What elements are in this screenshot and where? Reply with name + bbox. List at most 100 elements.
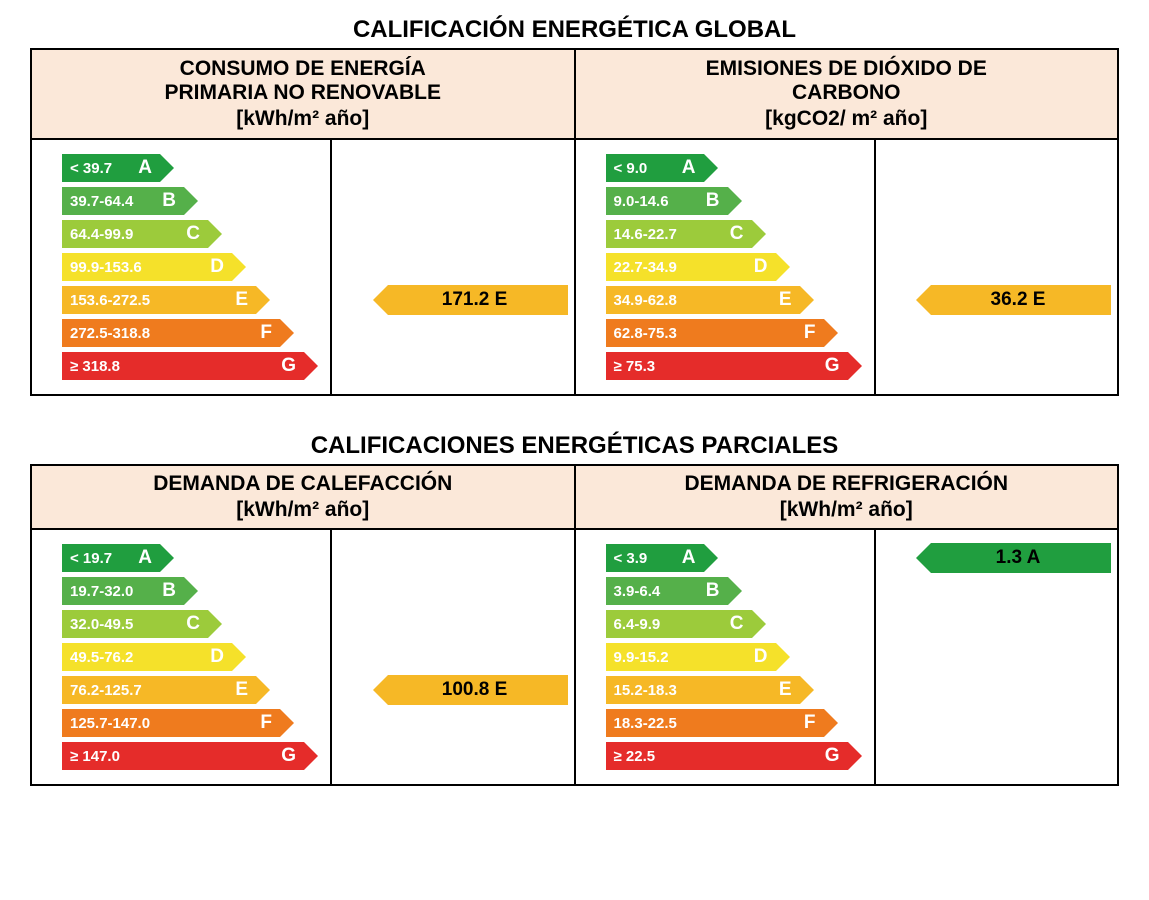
- rating-bar-c: 6.4-9.9C: [606, 610, 752, 638]
- rating-letter: F: [260, 322, 272, 344]
- panel-body: < 9.0A9.0-14.6B14.6-22.7C22.7-34.9D34.9-…: [576, 140, 1118, 394]
- panel-unit: [kWh/m² año]: [40, 498, 566, 522]
- rating-range: ≥ 147.0: [70, 748, 304, 765]
- panel-title-line: DEMANDA DE CALEFACCIÓN: [40, 472, 566, 496]
- rating-letter: B: [162, 580, 176, 602]
- rating-letter: A: [138, 547, 152, 569]
- rating-bar-g: ≥ 75.3G: [606, 352, 848, 380]
- section-title: CALIFICACIÓN ENERGÉTICA GLOBAL: [30, 16, 1119, 44]
- rating-letter: D: [754, 646, 768, 668]
- rating-bar-c: 32.0-49.5C: [62, 610, 208, 638]
- rating-bar-row: 125.7-147.0F: [62, 709, 320, 737]
- rating-bar-a: < 19.7A: [62, 544, 160, 572]
- result-value: 1.3 A: [996, 547, 1041, 569]
- rating-letter: E: [779, 679, 792, 701]
- panel: CONSUMO DE ENERGÍAPRIMARIA NO RENOVABLE[…: [32, 50, 576, 394]
- rating-range: ≥ 75.3: [614, 358, 848, 375]
- rating-letter: G: [281, 745, 296, 767]
- rating-bar-d: 9.9-15.2D: [606, 643, 776, 671]
- rating-bar-row: 76.2-125.7E: [62, 676, 320, 704]
- panel: DEMANDA DE CALEFACCIÓN[kWh/m² año] < 19.7…: [32, 466, 576, 784]
- panel-header: DEMANDA DE REFRIGERACIÓN[kWh/m² año]: [576, 466, 1118, 530]
- panel-body: < 3.9A 3.9-6.4B 6.4-9.9C 9.9-15.2D 15.2-18.3…: [576, 530, 1118, 784]
- rating-bar-row: 19.7-32.0B: [62, 577, 320, 605]
- rating-letter: E: [235, 289, 248, 311]
- panel-header: DEMANDA DE CALEFACCIÓN[kWh/m² año]: [32, 466, 574, 530]
- rating-bar-g: ≥ 147.0G: [62, 742, 304, 770]
- rating-bars: < 19.7A 19.7-32.0B 32.0-49.5C 49.5-76.2D 76.…: [62, 544, 320, 770]
- rating-bar-row: 18.3-22.5F: [606, 709, 864, 737]
- rating-range: 15.2-18.3: [614, 682, 800, 699]
- rating-bar-row: < 39.7A: [62, 154, 320, 182]
- rating-bars: < 3.9A 3.9-6.4B 6.4-9.9C 9.9-15.2D 15.2-18.3…: [606, 544, 864, 770]
- rating-bar-row: 62.8-75.3F: [606, 319, 864, 347]
- rating-letter: A: [682, 157, 696, 179]
- rating-bars: < 39.7A 39.7-64.4B 64.4-99.9C 99.9-153.6D 15…: [62, 154, 320, 380]
- rating-bar-g: ≥ 318.8G: [62, 352, 304, 380]
- rating-bar-row: 64.4-99.9C: [62, 220, 320, 248]
- rating-bar-row: 39.7-64.4B: [62, 187, 320, 215]
- rating-letter: E: [779, 289, 792, 311]
- panel-unit: [kWh/m² año]: [40, 107, 566, 131]
- rating-bar-f: 62.8-75.3F: [606, 319, 824, 347]
- panel: DEMANDA DE REFRIGERACIÓN[kWh/m² año] < 3.…: [576, 466, 1118, 784]
- rating-bar-a: < 39.7A: [62, 154, 160, 182]
- panel-title-line: DEMANDA DE REFRIGERACIÓN: [584, 472, 1110, 496]
- rating-bar-e: 76.2-125.7E: [62, 676, 256, 704]
- rating-bar-f: 18.3-22.5F: [606, 709, 824, 737]
- rating-letter: B: [706, 580, 720, 602]
- rating-range: 125.7-147.0: [70, 715, 280, 732]
- rating-bar-b: 3.9-6.4B: [606, 577, 728, 605]
- rating-bar-row: 49.5-76.2D: [62, 643, 320, 671]
- panel-title-line: CARBONO: [584, 81, 1110, 105]
- result-value: 36.2 E: [991, 289, 1046, 311]
- rating-letter: A: [682, 547, 696, 569]
- rating-range: ≥ 318.8: [70, 358, 304, 375]
- rating-scale: < 19.7A 19.7-32.0B 32.0-49.5C 49.5-76.2D 76.…: [32, 530, 332, 784]
- rating-range: ≥ 22.5: [614, 748, 848, 765]
- rating-letter: G: [825, 745, 840, 767]
- rating-bar-row: < 19.7A: [62, 544, 320, 572]
- panel-header: CONSUMO DE ENERGÍAPRIMARIA NO RENOVABLE[…: [32, 50, 574, 140]
- rating-letter: D: [210, 256, 224, 278]
- rating-bar-row: 153.6-272.5E: [62, 286, 320, 314]
- panel-title-line: EMISIONES DE DIÓXIDO DE: [584, 57, 1110, 81]
- rating-bar-d: 22.7-34.9D: [606, 253, 776, 281]
- rating-bar-row: ≥ 147.0G: [62, 742, 320, 770]
- section-spacer: [30, 396, 1119, 426]
- panel-grid: CONSUMO DE ENERGÍAPRIMARIA NO RENOVABLE[…: [30, 48, 1119, 396]
- rating-letter: B: [162, 190, 176, 212]
- rating-letter: F: [804, 322, 816, 344]
- rating-bar-f: 272.5-318.8F: [62, 319, 280, 347]
- rating-scale: < 3.9A 3.9-6.4B 6.4-9.9C 9.9-15.2D 15.2-18.3…: [576, 530, 876, 784]
- rating-bar-d: 99.9-153.6D: [62, 253, 232, 281]
- rating-bar-f: 125.7-147.0F: [62, 709, 280, 737]
- panel-title-line: CONSUMO DE ENERGÍA: [40, 57, 566, 81]
- rating-letter: C: [730, 613, 744, 635]
- result-value: 100.8 E: [442, 679, 508, 701]
- rating-bar-b: 39.7-64.4B: [62, 187, 184, 215]
- rating-bar-row: 6.4-9.9C: [606, 610, 864, 638]
- rating-bar-g: ≥ 22.5G: [606, 742, 848, 770]
- panel-grid: DEMANDA DE CALEFACCIÓN[kWh/m² año] < 19.7…: [30, 464, 1119, 786]
- rating-letter: C: [186, 613, 200, 635]
- rating-bar-row: < 9.0A: [606, 154, 864, 182]
- result-value: 171.2 E: [442, 289, 508, 311]
- rating-bar-row: 14.6-22.7C: [606, 220, 864, 248]
- rating-bar-row: 15.2-18.3E: [606, 676, 864, 704]
- rating-bar-row: 9.9-15.2D: [606, 643, 864, 671]
- panel-unit: [kgCO2/ m² año]: [584, 107, 1110, 131]
- rating-bar-row: < 3.9A: [606, 544, 864, 572]
- rating-bar-c: 14.6-22.7C: [606, 220, 752, 248]
- rating-letter: D: [210, 646, 224, 668]
- result-indicator: 1.3 A: [931, 543, 1111, 573]
- panel-header: EMISIONES DE DIÓXIDO DECARBONO[kgCO2/ m²…: [576, 50, 1118, 140]
- result-indicator: 171.2 E: [388, 285, 568, 315]
- rating-letter: B: [706, 190, 720, 212]
- rating-range: 99.9-153.6: [70, 259, 232, 276]
- rating-bar-row: 34.9-62.8E: [606, 286, 864, 314]
- rating-range: 22.7-34.9: [614, 259, 776, 276]
- rating-range: 18.3-22.5: [614, 715, 824, 732]
- rating-bar-e: 15.2-18.3E: [606, 676, 800, 704]
- rating-bar-row: 99.9-153.6D: [62, 253, 320, 281]
